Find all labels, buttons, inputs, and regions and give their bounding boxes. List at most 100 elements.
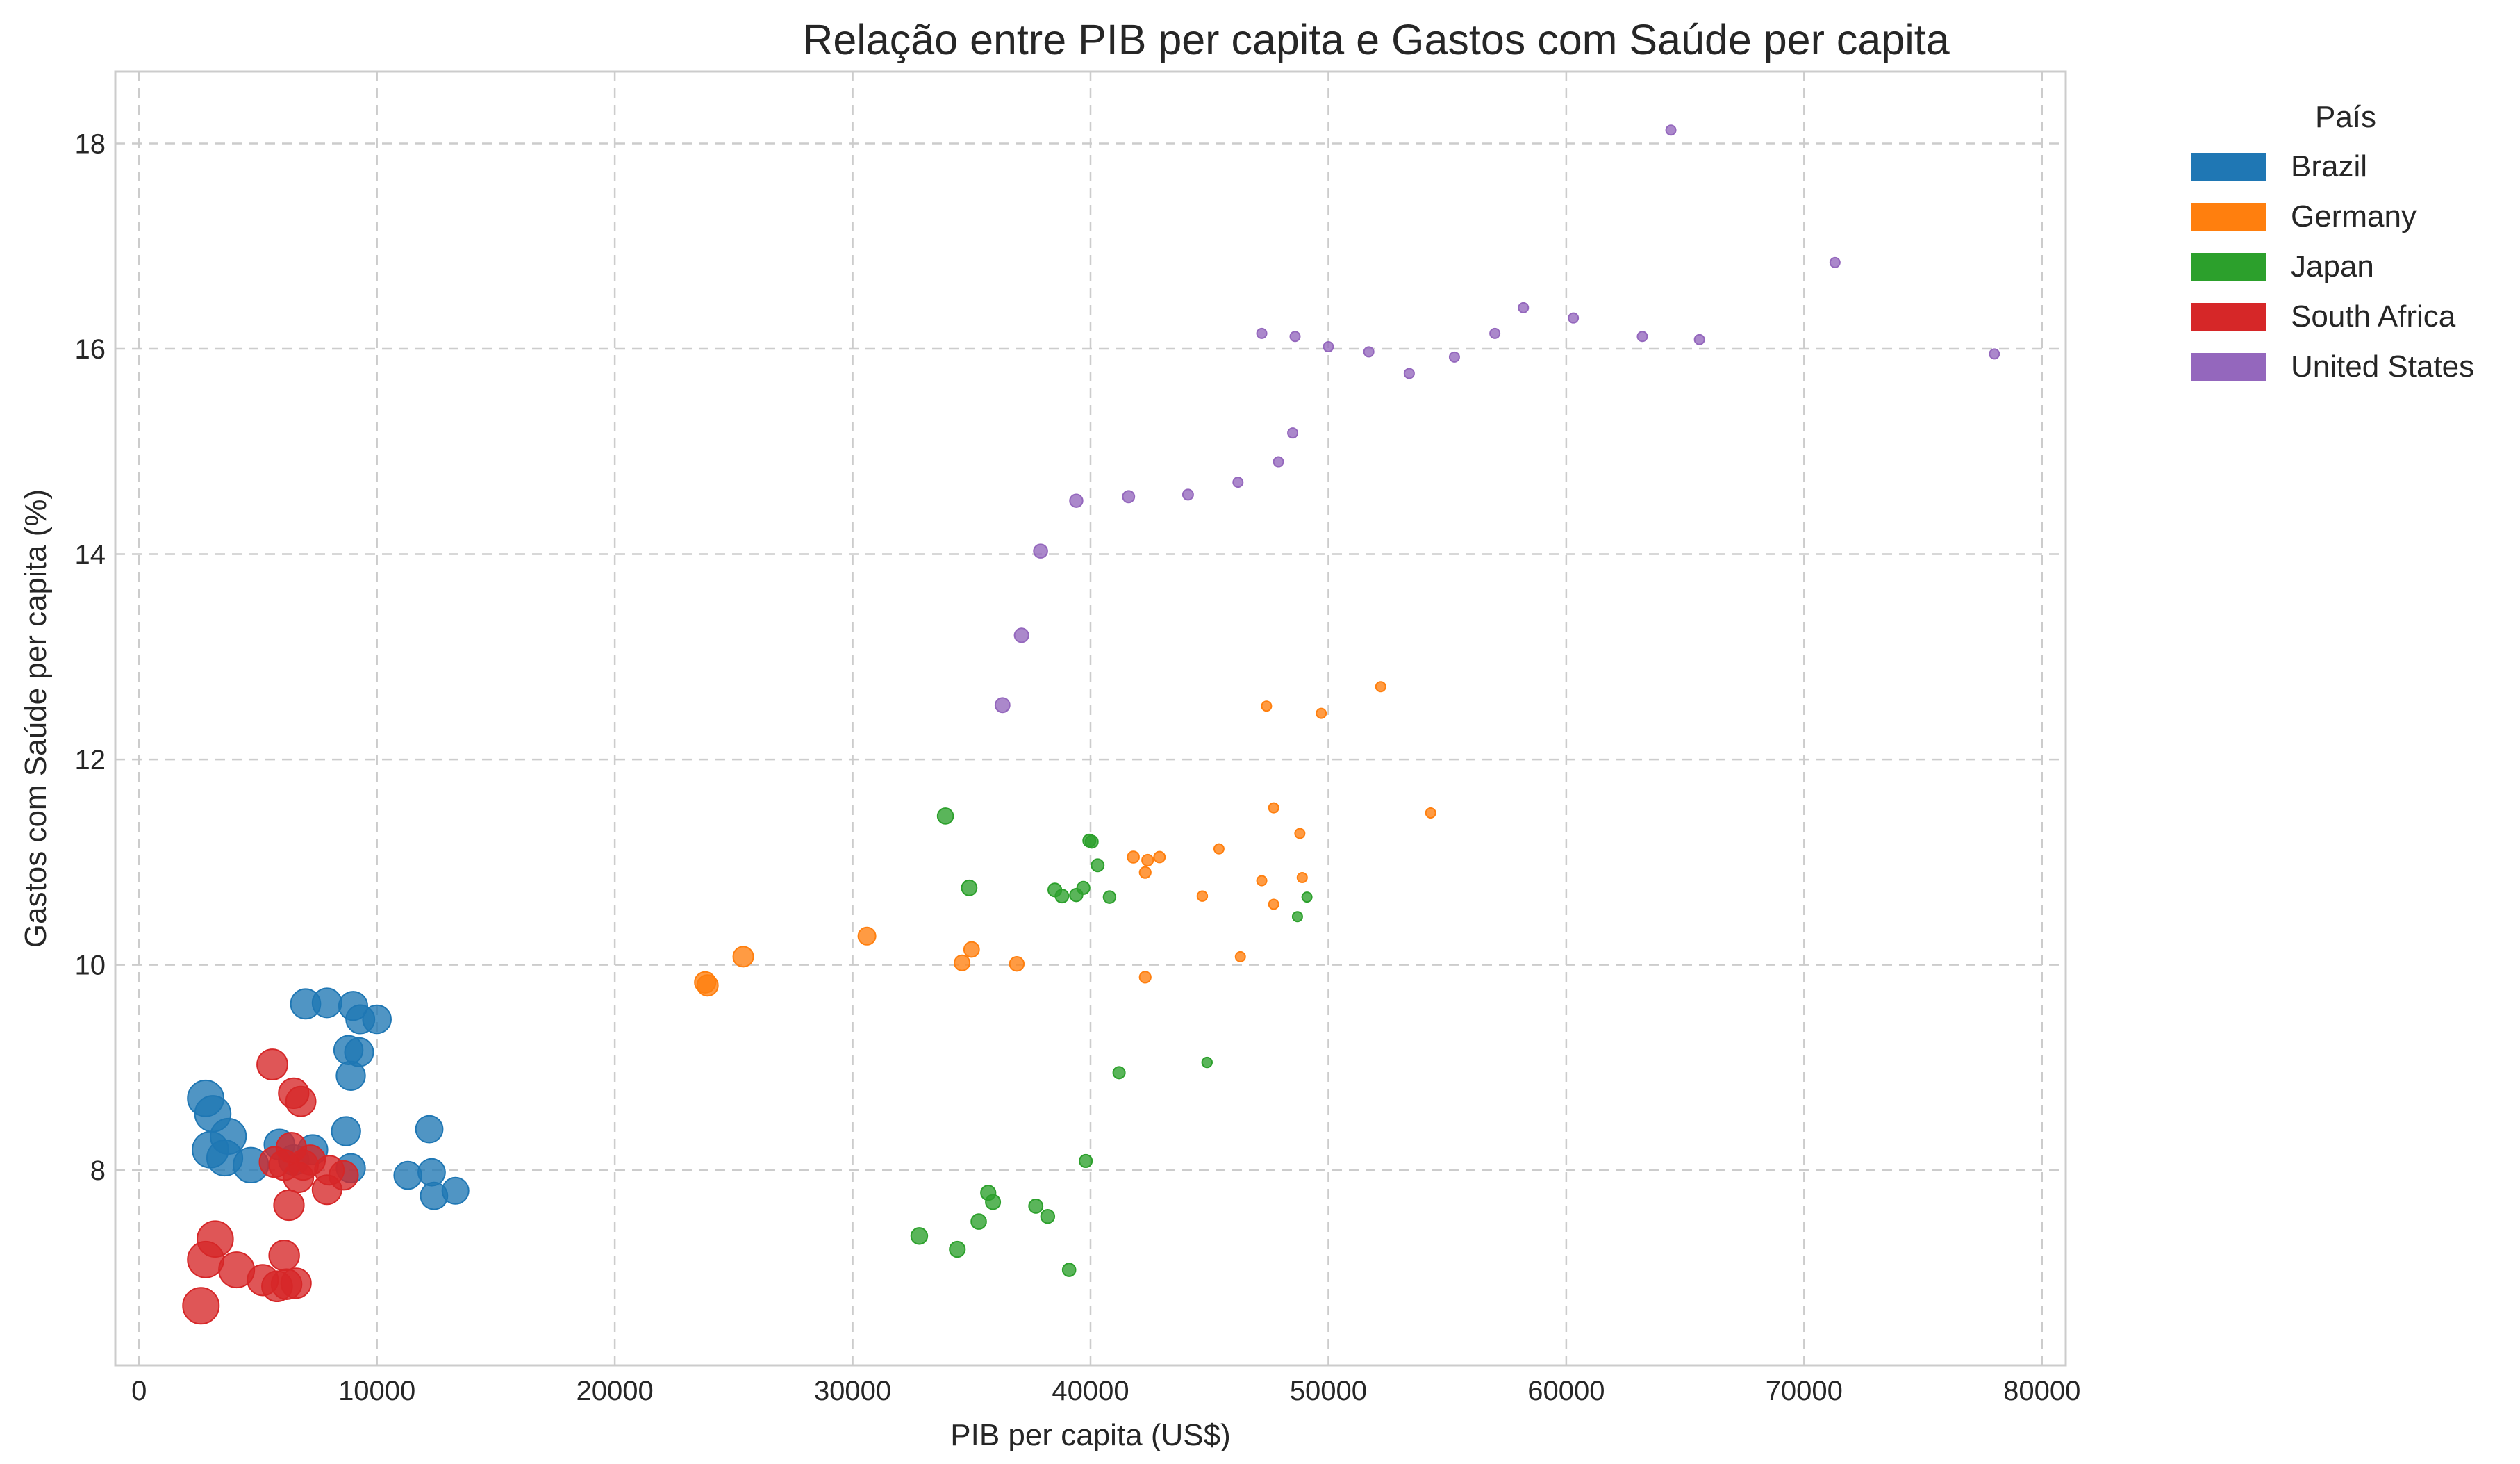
data-point [1009, 955, 1025, 972]
legend-label: Brazil [2291, 149, 2367, 183]
data-point [985, 1194, 1002, 1210]
series-south-africa [182, 1048, 359, 1325]
data-point [393, 1160, 423, 1190]
data-point [441, 1176, 470, 1205]
legend-swatch [2191, 153, 2266, 181]
legend-label: Germany [2291, 199, 2417, 233]
x-tick-label: 50000 [1290, 1376, 1367, 1406]
data-point [415, 1115, 444, 1144]
data-point [1301, 891, 1313, 903]
legend-label: Japan [2291, 249, 2374, 283]
legend-swatch [2191, 203, 2266, 231]
data-point [1141, 853, 1154, 867]
data-point [328, 1160, 359, 1191]
data-point [1061, 1263, 1077, 1277]
data-point [268, 1240, 300, 1272]
data-point [280, 1267, 312, 1299]
data-point [963, 941, 980, 958]
y-axis-ticks: 8 10 12 14 16 18 [75, 129, 106, 1186]
data-point [1636, 331, 1648, 343]
data-point [1127, 850, 1140, 864]
legend-label: United States [2291, 349, 2474, 384]
data-point [1316, 707, 1327, 719]
data-point [1182, 488, 1194, 501]
data-point [936, 807, 954, 825]
grid-lines [115, 72, 2066, 1365]
data-point [1665, 124, 1677, 136]
data-point [954, 954, 971, 971]
data-point [197, 1220, 234, 1258]
y-axis-title: Gastos com Saúde per capita (%) [19, 489, 53, 948]
series-united-states [994, 124, 2000, 714]
data-point [1102, 890, 1117, 904]
series-germany [694, 681, 1436, 997]
data-point [1568, 312, 1580, 324]
data-point [949, 1240, 966, 1258]
data-point [1489, 327, 1501, 339]
y-tick-label: 18 [75, 129, 106, 159]
data-point [331, 1116, 361, 1146]
data-point [344, 1037, 374, 1067]
data-point [994, 697, 1011, 714]
legend-swatch [2191, 253, 2266, 281]
y-tick-label: 10 [75, 951, 106, 981]
data-point [1403, 368, 1415, 379]
x-tick-label: 70000 [1766, 1376, 1843, 1406]
legend-swatch [2191, 353, 2266, 381]
data-point [1234, 951, 1246, 962]
data-point [1256, 875, 1268, 887]
data-point [1518, 302, 1530, 313]
data-point [417, 1158, 446, 1187]
data-point [1261, 700, 1273, 712]
data-point [1040, 1209, 1056, 1224]
data-point [1091, 858, 1105, 873]
y-tick-label: 8 [90, 1155, 106, 1186]
x-axis-ticks: 0 10000 20000 30000 40000 50000 60000 70000 8000… [131, 1376, 2080, 1406]
data-point [1232, 477, 1244, 488]
data-point [910, 1227, 929, 1245]
data-point [1289, 331, 1301, 343]
data-point [1448, 351, 1460, 363]
data-point [1013, 627, 1029, 643]
y-tick-label: 16 [75, 334, 106, 365]
data-point [256, 1048, 288, 1080]
x-tick-label: 60000 [1527, 1376, 1605, 1406]
data-point [1069, 493, 1084, 508]
data-point [1425, 807, 1436, 819]
data-point [1112, 1066, 1126, 1080]
series-japan [910, 807, 1313, 1277]
x-tick-label: 10000 [338, 1376, 415, 1406]
data-point [1196, 890, 1209, 902]
chart-title: Relação entre PIB per capita e Gastos co… [802, 16, 1949, 63]
data-point [1989, 348, 2000, 360]
x-tick-label: 40000 [1052, 1376, 1129, 1406]
data-point [961, 879, 978, 896]
data-point [210, 1117, 247, 1155]
data-point [696, 974, 719, 997]
data-point [1138, 971, 1152, 984]
data-point [1268, 898, 1279, 910]
data-point [1076, 880, 1091, 895]
data-point [1296, 872, 1308, 884]
data-point [1033, 543, 1048, 559]
data-point [1256, 327, 1268, 339]
data-point [285, 1085, 317, 1117]
data-point [1201, 1056, 1213, 1069]
data-point [1138, 866, 1152, 879]
data-point [1079, 1153, 1093, 1169]
data-point [1028, 1199, 1044, 1214]
x-tick-label: 20000 [577, 1376, 654, 1406]
data-point [1294, 828, 1306, 839]
data-point [1291, 911, 1303, 923]
y-tick-label: 12 [75, 745, 106, 775]
data-point [1375, 681, 1386, 693]
data-point [1213, 843, 1225, 855]
data-point [1122, 490, 1136, 504]
data-point [1693, 334, 1705, 345]
data-point [1273, 456, 1284, 468]
data-point [1084, 834, 1099, 849]
data-point [273, 1189, 305, 1222]
data-point [1153, 850, 1166, 864]
x-tick-label: 0 [131, 1376, 147, 1406]
